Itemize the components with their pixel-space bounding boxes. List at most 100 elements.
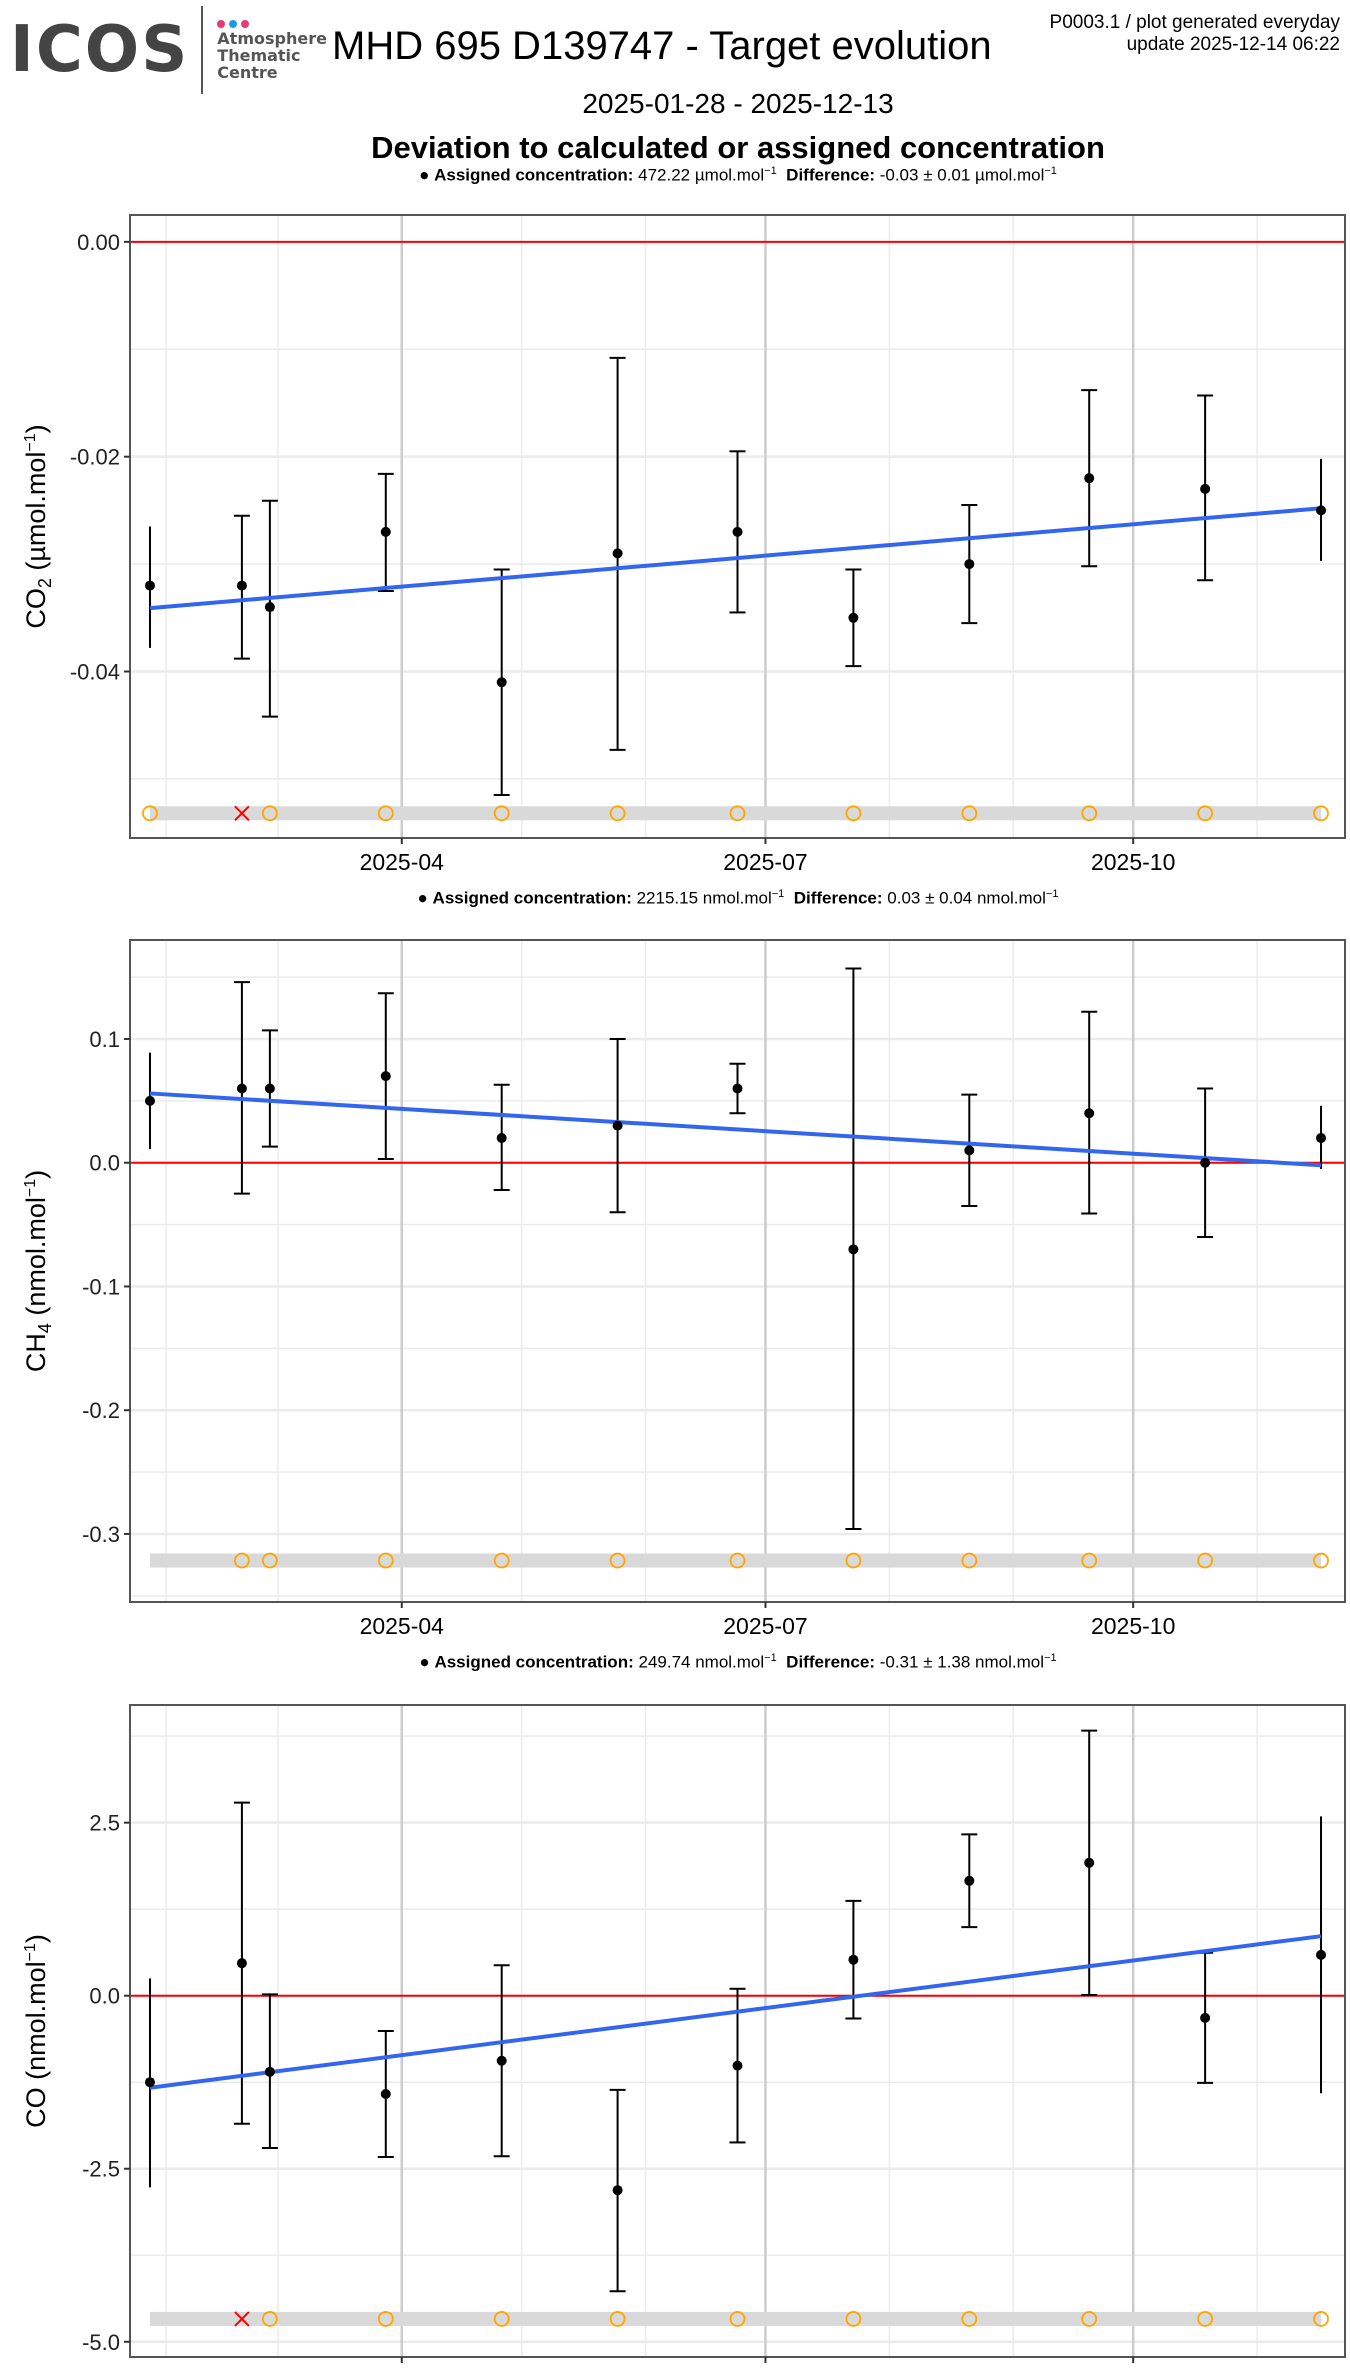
trend-line — [149, 506, 1322, 611]
plot-border — [129, 939, 1346, 1603]
legend-assigned-label: Assigned concentration: — [434, 1652, 634, 1672]
flag-ok-icon — [1313, 805, 1329, 822]
y-tick-label: -0.04 — [70, 660, 120, 685]
data-point — [496, 2055, 507, 2066]
y-tick-label: -5.0 — [82, 2330, 120, 2355]
flag-ok-icon — [961, 2311, 978, 2327]
flag-ok-icon — [261, 805, 278, 822]
flag-ok-icon — [377, 805, 394, 822]
flag-ok-icon — [961, 805, 978, 822]
data-point — [264, 1083, 275, 1094]
flag-ok-icon — [845, 805, 862, 822]
logo-dot — [241, 19, 250, 28]
flag-rejected-icon — [234, 2311, 250, 2327]
legend-diff-label: Difference: — [786, 1652, 875, 1672]
y-tick-label: -0.02 — [70, 445, 120, 470]
data-point — [380, 2088, 391, 2099]
y-tick-label: -0.2 — [82, 1398, 120, 1423]
flag-ok-icon — [729, 1552, 746, 1569]
data-point — [612, 548, 623, 559]
flag-ok-icon — [1197, 805, 1214, 822]
logo-subtitle-line: Atmosphere — [217, 28, 327, 48]
legend-assigned-label: Assigned concentration: — [432, 888, 632, 908]
x-tick-label: 2025-04 — [360, 1613, 445, 1639]
data-point — [496, 1132, 507, 1143]
logo-dot — [217, 19, 226, 28]
logo-dot — [229, 19, 238, 28]
flag-ok-icon — [1081, 805, 1098, 822]
data-point — [236, 1083, 247, 1094]
legend-assigned-value: 249.74 nmol.mol — [638, 1652, 765, 1672]
data-point — [380, 1071, 391, 1082]
update-timestamp: update 2025-12-14 06:22 — [1126, 34, 1340, 55]
legend-ch4: ● Assigned concentration: 2215.15 nmol.m… — [417, 888, 1059, 908]
x-tick-label: 2025-07 — [723, 849, 807, 875]
data-point — [144, 1095, 155, 1106]
y-tick-label: -0.1 — [82, 1274, 120, 1299]
legend-point-icon: ● — [417, 888, 428, 908]
data-point — [236, 580, 247, 591]
y-axis-label: CH4 (nmol.mol−1) — [21, 1170, 55, 1372]
data-point — [848, 612, 859, 623]
logo-subtitle: Atmosphere Thematic Centre — [217, 19, 327, 82]
flag-ok-icon — [377, 2311, 394, 2327]
legend-assigned-value: 2215.15 nmol.mol — [636, 888, 772, 908]
x-tick-label: 2025-10 — [1091, 849, 1175, 875]
flag-ok-icon — [261, 2311, 278, 2327]
trend-line — [149, 1934, 1322, 2090]
data-point — [1200, 483, 1211, 494]
flag-ok-icon — [493, 2311, 510, 2327]
flag-ok-icon — [1313, 1552, 1329, 1569]
y-tick-label: 0.1 — [89, 1027, 120, 1052]
logo-subtitle-line: Centre — [217, 62, 278, 82]
date-range: 2025-01-28 - 2025-12-13 — [582, 88, 894, 119]
icos-logo: ICOS Atmosphere Thematic Centre — [10, 6, 327, 94]
flag-ok-icon — [609, 2311, 626, 2327]
flag-rejected-icon — [234, 805, 250, 822]
flag-ok-icon — [493, 1552, 510, 1569]
y-tick-label: 0.0 — [89, 1151, 120, 1176]
x-tick-label: 2025-04 — [360, 849, 445, 875]
legend-diff-value: -0.03 ± 0.01 µmol.mol — [879, 165, 1045, 185]
flag-ok-icon — [1081, 1552, 1098, 1569]
data-point — [496, 677, 507, 688]
flag-ok-icon — [609, 805, 626, 822]
flag-ok-icon — [609, 1552, 626, 1569]
data-point — [144, 2077, 155, 2088]
data-point — [144, 580, 155, 591]
plot-border — [129, 214, 1346, 839]
page-title: MHD 695 D139747 - Target evolution — [332, 24, 992, 68]
flag-band — [149, 806, 1322, 821]
chart-panel-ch4: 0.1 0.0 -0.1 -0.2 -0.3 2025-04 2025-07 2025-10 C… — [21, 939, 1346, 1639]
x-tick-label: 2025-10 — [1091, 2368, 1175, 2370]
y-axis-label: CO2 (µmol.mol−1) — [21, 424, 55, 628]
legend-point-icon: ● — [419, 1652, 430, 1672]
x-tick-label: 2025-04 — [360, 2368, 445, 2370]
legend-diff-value: -0.31 ± 1.38 nmol.mol — [879, 1652, 1045, 1672]
trend-line — [149, 1091, 1322, 1168]
x-tick-label: 2025-07 — [723, 1613, 807, 1639]
flag-ok-icon — [1197, 2311, 1214, 2327]
flag-ok-icon — [1081, 2311, 1098, 2327]
flag-ok-icon — [234, 1552, 250, 1569]
data-point — [236, 1958, 247, 1969]
flag-ok-icon — [845, 2311, 862, 2327]
y-axis-label: CO (nmol.mol−1) — [21, 1934, 51, 2128]
logo-subtitle-line: Thematic — [217, 45, 301, 65]
data-point — [1316, 505, 1327, 516]
flag-ok-icon — [261, 1552, 278, 1569]
y-tick-label: 0.0 — [89, 1984, 120, 2009]
legend-point-icon: ● — [419, 165, 430, 185]
data-point — [264, 602, 275, 613]
x-tick-label: 2025-10 — [1091, 1613, 1175, 1639]
data-point — [1200, 1157, 1211, 1168]
plot-border — [129, 1704, 1346, 2358]
data-point — [380, 526, 391, 537]
chart-panel-co: 2.5 0.0 -2.5 -5.0 2025-04 2025-07 2025-10 CO (n… — [21, 1704, 1346, 2370]
flag-ok-icon — [1313, 2311, 1329, 2327]
flag-ok-icon — [493, 805, 510, 822]
data-point — [732, 526, 743, 537]
data-point — [1084, 1108, 1095, 1119]
plot-id-text: P0003.1 / plot generated everyday — [1049, 12, 1340, 33]
legend-co2: ● Assigned concentration: 472.22 µmol.mo… — [419, 165, 1057, 185]
